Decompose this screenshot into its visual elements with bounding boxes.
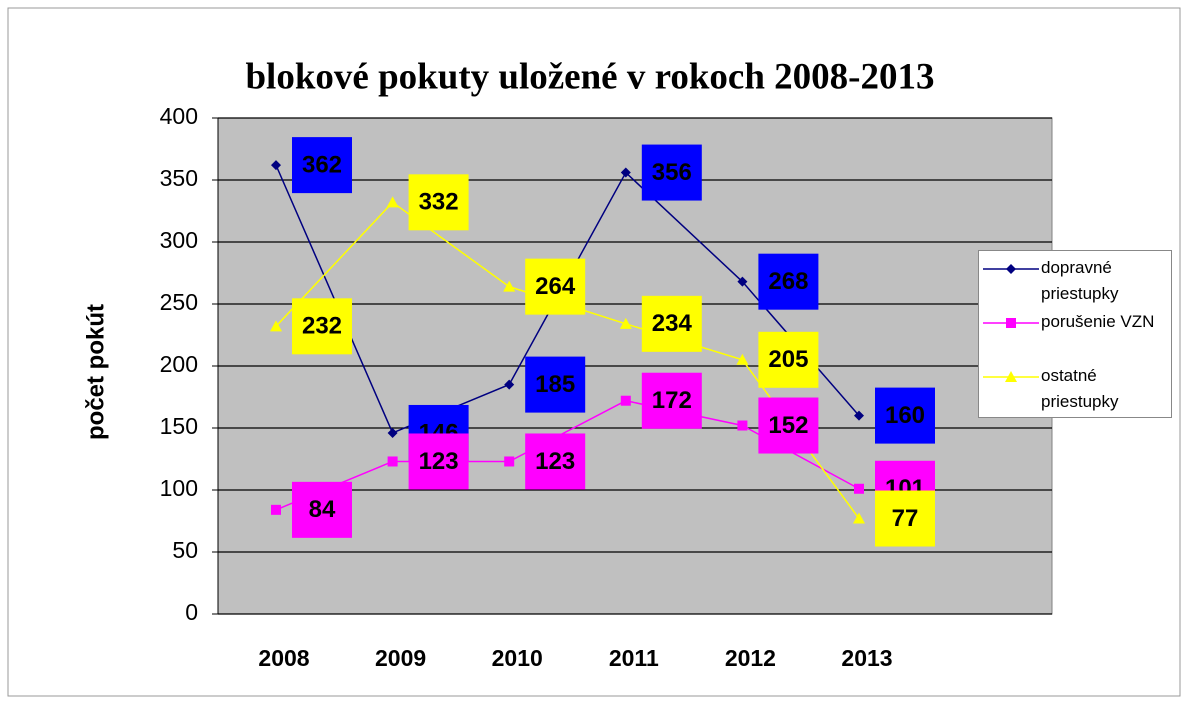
marker bbox=[1006, 318, 1016, 328]
marker bbox=[853, 512, 865, 524]
y-tick-label: 350 bbox=[160, 165, 198, 191]
data-label: 205 bbox=[768, 346, 808, 373]
data-label-box bbox=[525, 258, 586, 315]
marker bbox=[386, 196, 399, 208]
x-tick-label: 2009 bbox=[375, 645, 426, 671]
marker bbox=[737, 276, 748, 287]
marker bbox=[504, 456, 515, 467]
legend-item: porušenie VZN bbox=[979, 309, 1173, 359]
data-label-box bbox=[408, 174, 469, 231]
legend: dopravné priestupky porušenie VZN ostatné … bbox=[978, 250, 1172, 418]
marker bbox=[270, 320, 282, 332]
marker bbox=[736, 353, 749, 365]
legend-label: dopravné priestupky bbox=[1041, 258, 1119, 303]
data-label: 84 bbox=[309, 496, 336, 523]
data-label-box bbox=[292, 137, 352, 194]
marker bbox=[854, 483, 864, 494]
data-label: 232 bbox=[302, 313, 342, 340]
data-label: 123 bbox=[535, 448, 575, 475]
y-axis-label: počet pokút bbox=[82, 304, 109, 440]
y-tick-label: 200 bbox=[160, 351, 198, 377]
x-tick-label: 2010 bbox=[492, 645, 543, 671]
x-tick-label: 2008 bbox=[258, 645, 309, 671]
data-label-box bbox=[292, 298, 352, 355]
marker bbox=[737, 420, 748, 431]
data-label-box bbox=[292, 481, 352, 538]
data-label: 332 bbox=[419, 189, 459, 216]
data-label: 234 bbox=[652, 310, 693, 337]
data-label-box bbox=[525, 356, 586, 413]
data-label: 172 bbox=[652, 387, 692, 414]
data-label: 356 bbox=[652, 159, 692, 186]
marker bbox=[620, 395, 631, 406]
marker bbox=[1005, 371, 1017, 382]
y-tick-label: 150 bbox=[160, 413, 198, 439]
x-tick-label: 2011 bbox=[609, 645, 659, 671]
marker bbox=[1006, 264, 1016, 274]
chart-title: blokové pokuty uložené v rokoch 2008-201… bbox=[245, 56, 934, 97]
marker bbox=[387, 456, 398, 467]
legend-label: ostatné priestupky bbox=[1041, 366, 1119, 411]
legend-icon bbox=[983, 371, 1039, 382]
data-label: 152 bbox=[768, 412, 808, 439]
y-tick-label: 100 bbox=[160, 475, 198, 501]
data-label: 362 bbox=[302, 151, 342, 178]
legend-item: ostatné priestupky bbox=[979, 363, 1173, 413]
marker bbox=[503, 280, 516, 292]
data-label-box bbox=[758, 397, 819, 454]
data-label: 264 bbox=[535, 273, 576, 300]
data-label: 160 bbox=[885, 402, 925, 429]
data-label-box bbox=[875, 387, 935, 444]
y-tick-label: 400 bbox=[160, 103, 198, 129]
legend-label: porušenie VZN bbox=[1041, 312, 1155, 331]
frame bbox=[7, 7, 1181, 697]
data-label-box bbox=[641, 144, 702, 201]
x-tick-label: 2013 bbox=[841, 645, 892, 671]
x-tick-label: 2012 bbox=[725, 645, 776, 671]
marker bbox=[854, 410, 864, 421]
data-label-box bbox=[758, 331, 819, 388]
data-label-box bbox=[875, 490, 935, 547]
marker bbox=[620, 167, 631, 178]
y-tick-label: 250 bbox=[160, 289, 198, 315]
data-label: 268 bbox=[768, 268, 808, 295]
data-label: 123 bbox=[419, 448, 459, 475]
data-label-box bbox=[525, 433, 586, 490]
marker bbox=[504, 379, 515, 390]
marker bbox=[619, 317, 632, 329]
data-label-box bbox=[758, 253, 819, 310]
legend-item: dopravné priestupky bbox=[979, 255, 1173, 305]
y-tick-label: 300 bbox=[160, 227, 198, 253]
legend-icon bbox=[983, 264, 1039, 274]
marker bbox=[271, 160, 281, 171]
data-label-box bbox=[641, 295, 702, 352]
y-tick-label: 0 bbox=[185, 599, 198, 625]
marker bbox=[387, 427, 398, 438]
data-label-box bbox=[641, 372, 702, 429]
data-label-box bbox=[408, 433, 469, 490]
legend-icon bbox=[983, 318, 1039, 328]
data-label: 185 bbox=[535, 371, 575, 398]
marker bbox=[271, 504, 281, 515]
y-tick-label: 50 bbox=[172, 537, 198, 563]
data-label: 77 bbox=[892, 505, 919, 532]
